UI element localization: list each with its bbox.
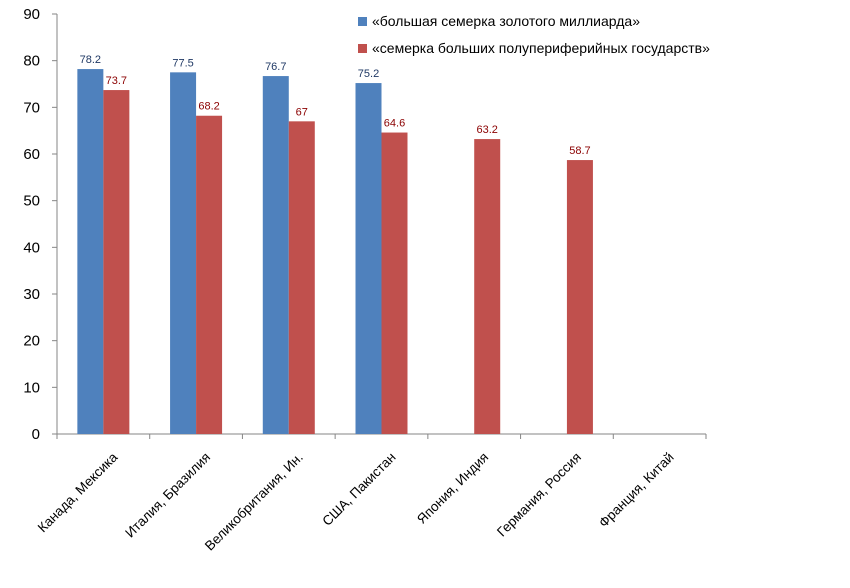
x-category-label: Великобритания, Ин. (202, 450, 306, 554)
x-category-label: Франция, Китай (596, 450, 677, 531)
y-tick-label: 60 (23, 146, 40, 163)
data-label: 63.2 (477, 124, 498, 136)
chart-legend: «большая семерка золотого миллиарда» «сем… (358, 13, 710, 56)
legend-label: «большая семерка золотого миллиарда» (372, 13, 640, 29)
chart-data-labels: 78.2 77.5 76.7 75.2 73.7 68.2 67 64.6 63.2 58.7 (80, 54, 591, 157)
x-category-label: Канада, Мексика (35, 449, 121, 535)
data-label: 68.2 (198, 101, 219, 113)
y-tick-label: 40 (23, 239, 40, 256)
data-label: 76.7 (265, 61, 286, 73)
bar-series-2 (288, 121, 315, 434)
y-tick-label: 50 (23, 193, 40, 210)
y-tick-label: 70 (23, 99, 40, 116)
bar-series-1 (170, 72, 197, 434)
bar-series-1 (262, 76, 289, 435)
y-tick-label: 20 (23, 333, 40, 350)
x-category-label: Германия, Россия (494, 450, 584, 540)
bar-series-2 (566, 160, 593, 435)
data-label: 67 (296, 106, 308, 118)
legend-swatch (358, 44, 367, 53)
y-tick-label: 10 (23, 379, 40, 396)
data-label: 78.2 (80, 54, 101, 66)
x-category-label: Япония, Индия (414, 450, 491, 527)
data-label: 73.7 (106, 75, 127, 87)
bar-series-1 (355, 83, 382, 435)
data-label: 64.6 (384, 118, 405, 130)
y-tick-label: 0 (32, 426, 40, 443)
y-tick-label: 30 (23, 286, 40, 303)
bar-series-2 (381, 132, 408, 435)
x-category-label: Италия, Бразилия (122, 450, 213, 541)
legend-label: «семерка больших полупериферийных госуда… (372, 40, 710, 56)
bar-series-2 (196, 115, 223, 434)
bar-series-2 (103, 90, 130, 435)
x-category-label: США, Пакистан (319, 450, 398, 529)
data-label: 58.7 (569, 145, 590, 157)
chart-bars (77, 69, 593, 435)
y-tick-label: 80 (23, 53, 40, 70)
bar-series-2 (474, 139, 501, 435)
bar-series-1 (77, 69, 104, 435)
data-label: 75.2 (358, 68, 379, 80)
data-label: 77.5 (172, 57, 193, 69)
y-tick-label: 90 (23, 6, 40, 23)
legend-swatch (358, 17, 367, 26)
